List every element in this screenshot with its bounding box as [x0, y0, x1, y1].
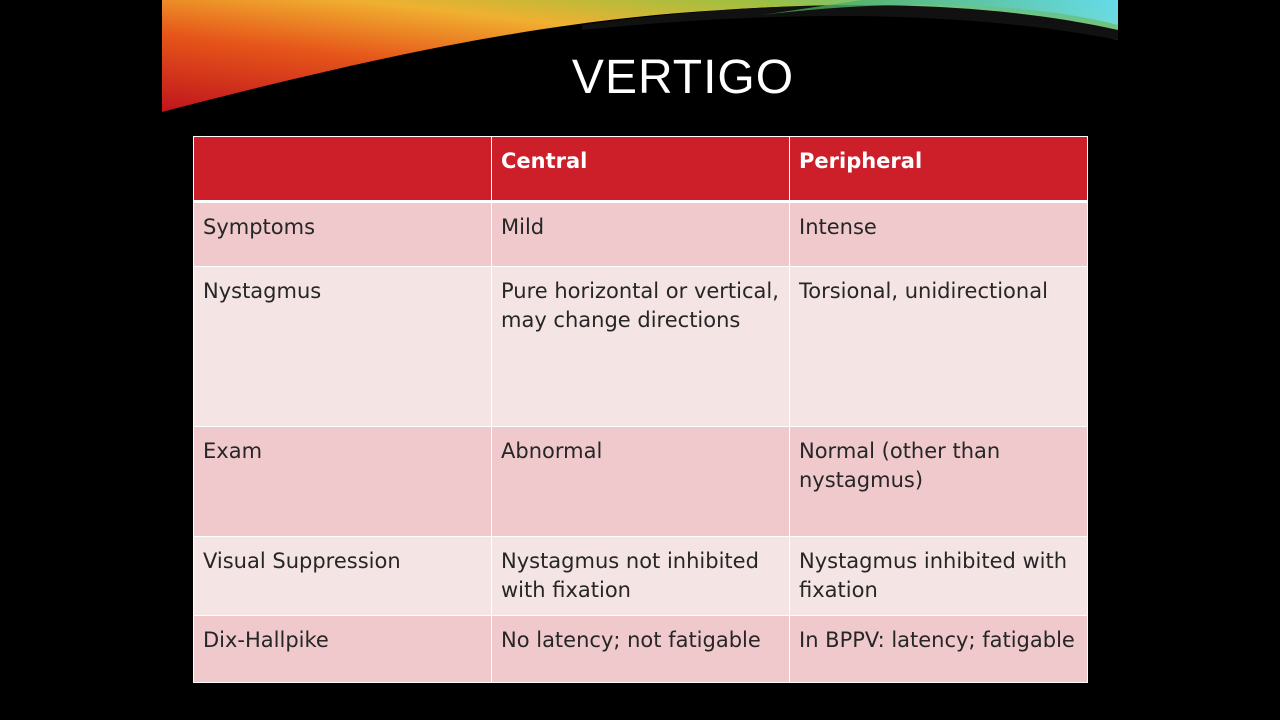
row-label: Symptoms [193, 201, 492, 267]
row-label: Dix-Hallpike [193, 615, 492, 683]
row-label: Exam [193, 426, 492, 537]
table-cell: Pure horizontal or vertical, may change … [491, 266, 790, 427]
header-cell: Peripheral [789, 136, 1088, 203]
table-cell: No latency; not fatigable [491, 615, 790, 683]
comparison-table: Central Peripheral Symptoms Mild Intense Ny… [193, 136, 1088, 683]
decoration [162, 0, 1118, 112]
table-cell: Nystagmus not inhibited with fixation [491, 536, 790, 616]
swoosh-line [582, 5, 1118, 40]
table-row: Visual Suppression Nystagmus not inhibite… [193, 536, 1088, 616]
swoosh [162, 0, 1118, 112]
header-row: Central Peripheral [193, 136, 1088, 203]
table-cell: Mild [491, 201, 790, 267]
table-cell: Torsional, unidirectional [789, 266, 1088, 427]
table-cell: In BPPV: latency; fatigable [789, 615, 1088, 683]
table-row: Nystagmus Pure horizontal or vertical, ma… [193, 266, 1088, 427]
table-cell: Intense [789, 201, 1088, 267]
header-cell: Central [491, 136, 790, 203]
row-label: Nystagmus [193, 266, 492, 427]
table-row: Symptoms Mild Intense [193, 201, 1088, 267]
table-row: Exam Abnormal Normal (other than nystagmus… [193, 426, 1088, 537]
row-label: Visual Suppression [193, 536, 492, 616]
header-cell [193, 136, 492, 203]
table-cell: Normal (other than nystagmus) [789, 426, 1088, 537]
table-cell: Abnormal [491, 426, 790, 537]
table-row: Dix-Hallpike No latency; not fatigable In … [193, 615, 1088, 683]
slide-title: VERTIGO [571, 51, 795, 104]
table-cell: Nystagmus inhibited with fixation [789, 536, 1088, 616]
swoosh-accent [762, 0, 1118, 25]
table-body: Symptoms Mild Intense Nystagmus Pure horizon… [193, 201, 1088, 683]
